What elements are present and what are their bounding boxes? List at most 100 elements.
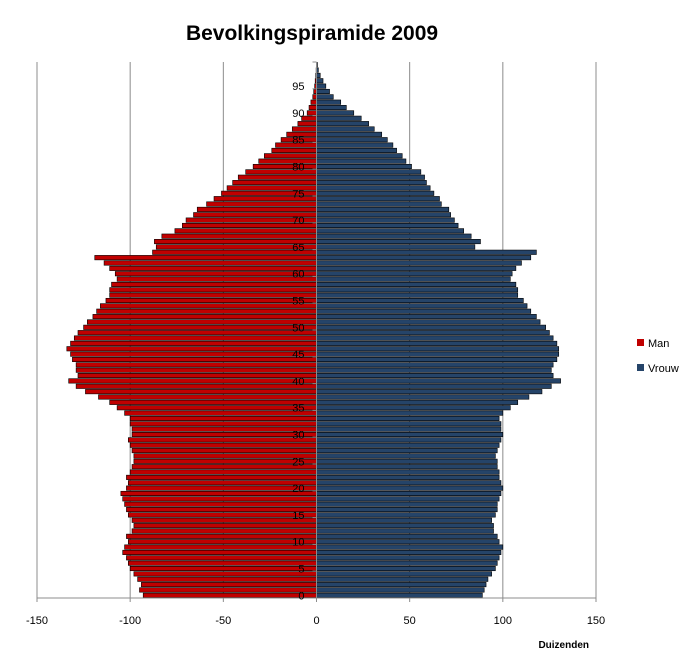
bar-vrouw-age-2 [316, 582, 487, 588]
bar-man-age-73 [206, 201, 317, 207]
bar-vrouw-age-57 [316, 287, 519, 293]
y-tick-label-13: 65 [292, 242, 304, 254]
bar-vrouw-age-64 [316, 249, 537, 255]
bar-man-age-17 [124, 501, 317, 507]
y-tick-label-17: 85 [292, 135, 304, 147]
x-tick-label-0: -150 [26, 615, 48, 627]
bar-man-age-5 [129, 565, 317, 572]
bar-vrouw-age-62 [316, 260, 522, 266]
bar-man-age-81 [258, 158, 317, 164]
bar-vrouw-age-76 [316, 185, 431, 191]
x-tick-label-2: -50 [215, 615, 231, 627]
bar-vrouw-age-35 [316, 405, 511, 411]
bar-vrouw-age-39 [316, 383, 552, 389]
bar-vrouw-age-89 [316, 115, 362, 121]
bar-man-age-53 [96, 308, 317, 314]
y-tick-label-10: 50 [292, 322, 304, 334]
bar-man-age-33 [129, 415, 317, 421]
bar-vrouw-age-13 [316, 523, 494, 529]
bar-man-age-10 [128, 539, 317, 545]
bar-vrouw-age-49 [316, 330, 550, 336]
y-tick-label-12: 60 [292, 269, 304, 281]
bar-man-age-9 [124, 544, 317, 550]
bar-man-age-61 [109, 265, 317, 271]
bar-man-age-26 [133, 453, 317, 459]
legend-swatch-vrouw [637, 364, 644, 371]
y-tick-label-1: 5 [298, 564, 304, 576]
bar-vrouw-age-1 [316, 587, 485, 593]
bar-vrouw-age-75 [316, 190, 435, 196]
y-tick-label-4: 20 [292, 483, 304, 495]
bar-vrouw-age-14 [316, 517, 492, 523]
bar-man-age-25 [133, 458, 317, 464]
legend: Man Vrouw [637, 338, 679, 375]
bar-vrouw-age-3 [316, 576, 489, 582]
bar-man-age-8 [122, 549, 317, 555]
axes [36, 61, 597, 602]
x-tick-label-1: -100 [119, 615, 141, 627]
bar-vrouw-age-59 [316, 276, 511, 282]
bar-man-age-52 [92, 314, 317, 320]
bar-vrouw-age-8 [316, 549, 502, 555]
bar-vrouw-age-12 [316, 528, 494, 534]
y-tick-labels: 0 5 10 15 20 25 30 35 40 45 50 55 60 65 70 75 80 85 90 95 [292, 81, 304, 602]
bar-man-age-12 [131, 528, 317, 534]
bar-vrouw-age-65 [316, 244, 476, 250]
bar-man-age-54 [100, 303, 317, 309]
bar-vrouw-age-45 [316, 351, 560, 357]
bar-man-age-43 [75, 362, 317, 368]
bar-vrouw-age-16 [316, 507, 498, 513]
bar-man-age-23 [129, 469, 317, 475]
bar-man-age-28 [129, 442, 317, 448]
bar-vrouw-age-7 [316, 555, 500, 561]
bar-vrouw-age-26 [316, 453, 496, 459]
bar-vrouw-age-32 [316, 421, 502, 427]
bar-man-age-93 [312, 94, 317, 100]
y-tick-label-14: 70 [292, 215, 304, 227]
bar-man-age-92 [310, 99, 317, 105]
bar-vrouw-age-23 [316, 469, 500, 475]
bar-vrouw-age-93 [316, 94, 334, 100]
bar-vrouw-age-34 [316, 410, 504, 416]
bar-vrouw-age-55 [316, 297, 524, 304]
bar-vrouw-age-46 [316, 346, 560, 352]
bar-vrouw-age-88 [316, 121, 369, 127]
bar-man-age-15 [128, 512, 317, 518]
x-tick-labels: -150 -100 -50 0 50 100 150 [26, 615, 605, 627]
bar-man-age-77 [232, 180, 317, 186]
bar-vrouw-age-33 [316, 415, 500, 421]
bar-vrouw-age-43 [316, 362, 554, 368]
bar-man-age-27 [131, 448, 317, 454]
bar-vrouw-age-81 [316, 158, 407, 164]
y-tick-label-18: 90 [292, 108, 304, 120]
bar-vrouw-age-79 [316, 169, 422, 175]
bar-vrouw-age-94 [316, 88, 330, 95]
x-tick-label-5: 100 [494, 615, 512, 627]
bar-vrouw-age-22 [316, 474, 500, 480]
bar-vrouw-age-20 [316, 485, 504, 491]
y-tick-label-3: 15 [292, 510, 304, 522]
bar-vrouw-age-6 [316, 560, 498, 566]
bar-vrouw-age-87 [316, 126, 375, 132]
y-tick-label-19: 95 [292, 81, 304, 93]
bar-vrouw-age-95 [316, 83, 327, 89]
bar-man-age-2 [141, 582, 317, 588]
bar-vrouw-age-28 [316, 442, 500, 448]
bar-man-age-1 [139, 587, 317, 593]
bar-vrouw-age-29 [316, 437, 502, 443]
bar-vrouw-age-71 [316, 212, 451, 218]
bar-vrouw-age-97 [316, 72, 321, 78]
bar-vrouw-age-42 [316, 367, 552, 373]
bar-man-age-40 [68, 378, 317, 384]
bar-man-age-38 [85, 389, 317, 395]
bar-vrouw-age-9 [316, 544, 504, 550]
bar-vrouw-age-40 [316, 378, 561, 384]
bar-vrouw-age-83 [316, 147, 397, 153]
bar-man-age-51 [87, 319, 317, 325]
legend-swatch-man [637, 339, 644, 346]
bar-vrouw-age-18 [316, 496, 500, 502]
bar-vrouw-age-92 [316, 99, 342, 105]
bar-man-age-41 [77, 373, 317, 379]
bar-man-age-57 [109, 287, 317, 293]
